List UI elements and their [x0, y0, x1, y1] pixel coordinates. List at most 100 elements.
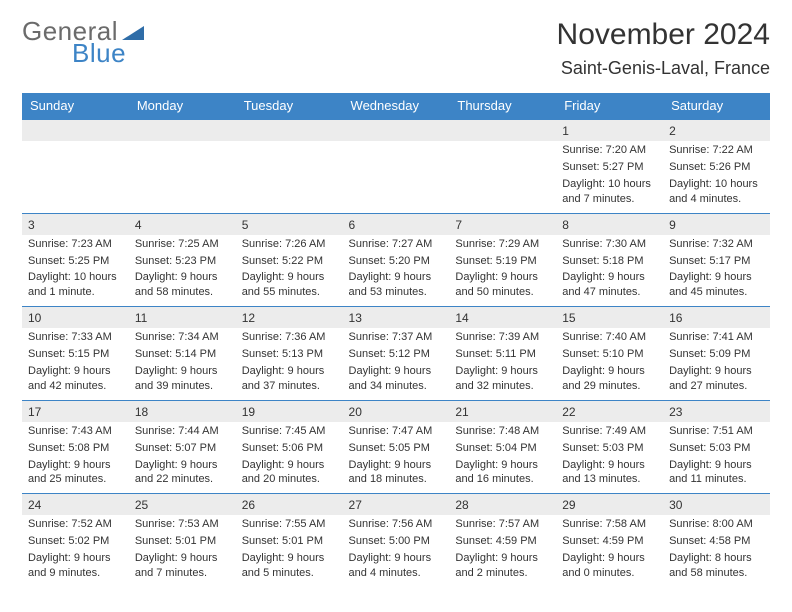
daylight-text: Daylight: 9 hours and 42 minutes. — [28, 362, 123, 394]
day-number-cell: 13 — [343, 307, 450, 329]
day-number-cell: 17 — [22, 400, 129, 422]
day-number-cell: 1 — [556, 119, 663, 141]
day-number-cell: 28 — [449, 494, 556, 516]
sunrise-text: Sunrise: 7:27 AM — [349, 235, 444, 252]
day-info-cell: Sunrise: 7:34 AMSunset: 5:14 PMDaylight:… — [129, 328, 236, 400]
page: General Blue November 2024 Saint-Genis-L… — [0, 0, 792, 612]
daylight-text: Daylight: 9 hours and 18 minutes. — [349, 456, 444, 488]
day-number: 23 — [663, 401, 770, 422]
day-number-cell — [129, 119, 236, 141]
daylight-text: Daylight: 9 hours and 9 minutes. — [28, 549, 123, 581]
day-number-cell: 16 — [663, 307, 770, 329]
daylight-text: Daylight: 8 hours and 58 minutes. — [669, 549, 764, 581]
day-info-cell: Sunrise: 7:58 AMSunset: 4:59 PMDaylight:… — [556, 515, 663, 586]
sunset-text: Sunset: 5:08 PM — [28, 439, 123, 456]
daylight-text: Daylight: 9 hours and 2 minutes. — [455, 549, 550, 581]
sunset-text: Sunset: 5:19 PM — [455, 252, 550, 269]
day-number — [236, 120, 343, 141]
weekday-header: Tuesday — [236, 93, 343, 119]
calendar-table: SundayMondayTuesdayWednesdayThursdayFrid… — [22, 93, 770, 587]
daylight-text: Daylight: 9 hours and 32 minutes. — [455, 362, 550, 394]
day-number-cell: 11 — [129, 307, 236, 329]
day-number-cell: 14 — [449, 307, 556, 329]
calendar-week-daynums: 12 — [22, 119, 770, 141]
day-number-cell: 23 — [663, 400, 770, 422]
calendar-week-daynums: 17181920212223 — [22, 400, 770, 422]
day-number — [449, 120, 556, 141]
sunset-text: Sunset: 5:00 PM — [349, 532, 444, 549]
day-number: 20 — [343, 401, 450, 422]
daylight-text: Daylight: 9 hours and 55 minutes. — [242, 268, 337, 300]
day-number-cell: 19 — [236, 400, 343, 422]
sunrise-text: Sunrise: 7:45 AM — [242, 422, 337, 439]
daylight-text: Daylight: 9 hours and 7 minutes. — [135, 549, 230, 581]
daylight-text: Daylight: 9 hours and 50 minutes. — [455, 268, 550, 300]
weekday-header: Friday — [556, 93, 663, 119]
day-number: 24 — [22, 494, 129, 515]
sunset-text: Sunset: 5:15 PM — [28, 345, 123, 362]
day-info-cell: Sunrise: 7:48 AMSunset: 5:04 PMDaylight:… — [449, 422, 556, 494]
sunrise-text: Sunrise: 7:36 AM — [242, 328, 337, 345]
daylight-text: Daylight: 10 hours and 7 minutes. — [562, 175, 657, 207]
day-number-cell: 15 — [556, 307, 663, 329]
day-number: 27 — [343, 494, 450, 515]
daylight-text: Daylight: 9 hours and 47 minutes. — [562, 268, 657, 300]
day-number-cell: 6 — [343, 213, 450, 235]
day-number-cell: 2 — [663, 119, 770, 141]
weekday-header: Saturday — [663, 93, 770, 119]
day-number: 17 — [22, 401, 129, 422]
day-info-cell: Sunrise: 7:25 AMSunset: 5:23 PMDaylight:… — [129, 235, 236, 307]
day-info-cell: Sunrise: 7:41 AMSunset: 5:09 PMDaylight:… — [663, 328, 770, 400]
daylight-text: Daylight: 9 hours and 25 minutes. — [28, 456, 123, 488]
day-number-cell: 21 — [449, 400, 556, 422]
daylight-text: Daylight: 9 hours and 22 minutes. — [135, 456, 230, 488]
day-info-cell: Sunrise: 7:27 AMSunset: 5:20 PMDaylight:… — [343, 235, 450, 307]
day-info-cell — [236, 141, 343, 213]
daylight-text: Daylight: 9 hours and 20 minutes. — [242, 456, 337, 488]
day-number: 28 — [449, 494, 556, 515]
calendar-head: SundayMondayTuesdayWednesdayThursdayFrid… — [22, 93, 770, 119]
sunrise-text: Sunrise: 7:48 AM — [455, 422, 550, 439]
sunrise-text: Sunrise: 7:32 AM — [669, 235, 764, 252]
day-info-cell — [343, 141, 450, 213]
sunrise-text: Sunrise: 7:58 AM — [562, 515, 657, 532]
sunset-text: Sunset: 5:17 PM — [669, 252, 764, 269]
sunrise-text: Sunrise: 7:33 AM — [28, 328, 123, 345]
daylight-text: Daylight: 9 hours and 58 minutes. — [135, 268, 230, 300]
day-number — [22, 120, 129, 141]
day-info-cell: Sunrise: 7:56 AMSunset: 5:00 PMDaylight:… — [343, 515, 450, 586]
day-number: 6 — [343, 214, 450, 235]
sunset-text: Sunset: 5:14 PM — [135, 345, 230, 362]
day-info-cell: Sunrise: 7:55 AMSunset: 5:01 PMDaylight:… — [236, 515, 343, 586]
page-subtitle: Saint-Genis-Laval, France — [557, 58, 770, 79]
day-info-cell: Sunrise: 7:29 AMSunset: 5:19 PMDaylight:… — [449, 235, 556, 307]
calendar-week-info: Sunrise: 7:23 AMSunset: 5:25 PMDaylight:… — [22, 235, 770, 307]
day-number-cell: 24 — [22, 494, 129, 516]
sunrise-text: Sunrise: 7:49 AM — [562, 422, 657, 439]
day-number-cell: 9 — [663, 213, 770, 235]
weekday-header: Thursday — [449, 93, 556, 119]
daylight-text: Daylight: 9 hours and 39 minutes. — [135, 362, 230, 394]
day-number-cell: 22 — [556, 400, 663, 422]
weekday-header: Sunday — [22, 93, 129, 119]
calendar-week-daynums: 3456789 — [22, 213, 770, 235]
day-number — [129, 120, 236, 141]
daylight-text: Daylight: 9 hours and 34 minutes. — [349, 362, 444, 394]
daylight-text: Daylight: 9 hours and 37 minutes. — [242, 362, 337, 394]
daylight-text: Daylight: 9 hours and 45 minutes. — [669, 268, 764, 300]
day-number: 8 — [556, 214, 663, 235]
title-block: November 2024 Saint-Genis-Laval, France — [557, 18, 770, 79]
sunrise-text: Sunrise: 7:23 AM — [28, 235, 123, 252]
daylight-text: Daylight: 9 hours and 5 minutes. — [242, 549, 337, 581]
calendar-week-daynums: 10111213141516 — [22, 307, 770, 329]
day-number: 9 — [663, 214, 770, 235]
daylight-text: Daylight: 10 hours and 4 minutes. — [669, 175, 764, 207]
day-number: 11 — [129, 307, 236, 328]
sunset-text: Sunset: 5:27 PM — [562, 158, 657, 175]
day-number — [343, 120, 450, 141]
day-info-cell: Sunrise: 8:00 AMSunset: 4:58 PMDaylight:… — [663, 515, 770, 586]
calendar-week-info: Sunrise: 7:33 AMSunset: 5:15 PMDaylight:… — [22, 328, 770, 400]
calendar-week-info: Sunrise: 7:20 AMSunset: 5:27 PMDaylight:… — [22, 141, 770, 213]
sunrise-text: Sunrise: 7:43 AM — [28, 422, 123, 439]
sunset-text: Sunset: 5:12 PM — [349, 345, 444, 362]
